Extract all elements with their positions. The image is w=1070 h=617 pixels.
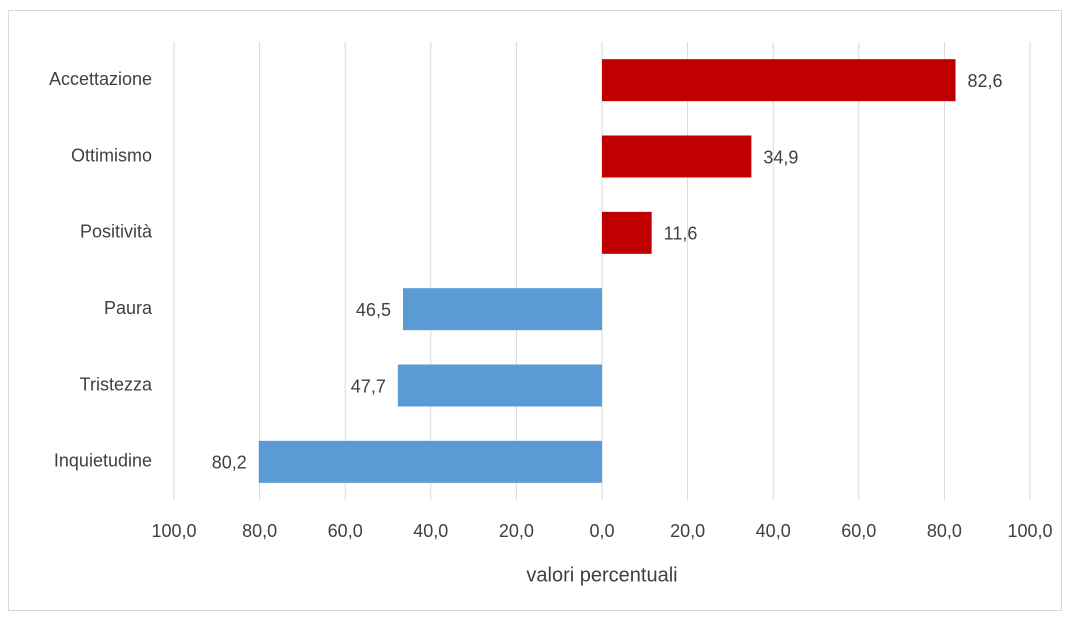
x-tick-label: 40,0 — [756, 521, 791, 541]
bar — [602, 135, 752, 178]
y-tick-label: Tristezza — [80, 374, 153, 394]
x-tick-label: 60,0 — [328, 521, 363, 541]
x-tick-label: 80,0 — [927, 521, 962, 541]
bar — [258, 440, 602, 483]
data-label: 82,6 — [968, 71, 1003, 91]
data-label: 47,7 — [351, 376, 386, 396]
x-tick-label: 20,0 — [499, 521, 534, 541]
bar — [602, 211, 652, 254]
x-tick-label: 80,0 — [242, 521, 277, 541]
data-label: 11,6 — [664, 224, 698, 244]
y-tick-label: Accettazione — [49, 69, 152, 89]
y-tick-label: Inquietudine — [54, 451, 152, 471]
x-tick-label: 40,0 — [413, 521, 448, 541]
y-tick-label: Paura — [104, 298, 153, 318]
bar — [397, 364, 602, 407]
bar — [602, 59, 956, 102]
data-label: 46,5 — [356, 300, 391, 320]
x-tick-label: 100,0 — [1007, 521, 1052, 541]
data-label: 34,9 — [763, 147, 798, 167]
y-tick-label: Ottimismo — [71, 145, 152, 165]
y-tick-label: Positività — [80, 222, 153, 242]
bar — [402, 288, 602, 331]
x-tick-label: 100,0 — [151, 521, 196, 541]
x-tick-label: 20,0 — [670, 521, 705, 541]
x-tick-label: 0,0 — [589, 521, 614, 541]
data-label: 80,2 — [212, 453, 247, 473]
x-axis-title: valori percentuali — [526, 564, 677, 586]
x-tick-label: 60,0 — [841, 521, 876, 541]
